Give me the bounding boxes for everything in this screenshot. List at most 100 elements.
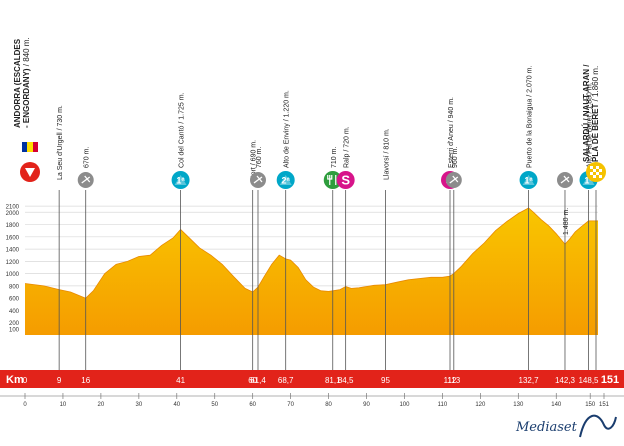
climb-icon-peak (279, 175, 292, 185)
finish-checker (590, 166, 593, 169)
waypoint-km-label: 81,1 (325, 376, 341, 385)
waypoint-km-label: 151 (601, 374, 619, 386)
sprint-icon-mark (449, 175, 459, 184)
waypoint-name-line: SALARDÚ / NAUT ARAN / (582, 64, 591, 162)
waypoint-sprint: 142,3 1.480 m. (555, 172, 576, 385)
waypoint-name-label: 1.480 m. (563, 208, 570, 235)
waypoint-name-height: / 1.860 m. (591, 66, 600, 102)
waypoint-name-label: Alto Plà de Beret / 1.880 m. (587, 82, 594, 168)
x-tick-label: 110 (438, 402, 448, 408)
x-tick-label: 50 (211, 402, 218, 408)
y-tick-label: 2000 (6, 211, 20, 217)
climb-icon-peak (174, 175, 187, 185)
x-tick-label: 130 (513, 402, 524, 408)
waypoint-name-label: 960 m. (452, 147, 459, 168)
waypoint-km-label: 61,4 (250, 376, 266, 385)
waypoint-km-label: 148,5 (578, 376, 599, 385)
waypoint-km-label: 132,7 (519, 376, 540, 385)
waypoint-climb: 41 1ª Col del Cantó / 1.725 m. (171, 92, 190, 385)
waypoint-name-label: Col del Cantó / 1.725 m. (179, 92, 186, 168)
climb-icon-peak (522, 175, 535, 185)
waypoint-km-label: 16 (81, 376, 90, 385)
waypoint-town: 60 Sort / 690 m. (248, 140, 257, 385)
waypoint-name-label: Sort / 690 m. (251, 140, 258, 180)
y-tick-label: 800 (9, 284, 20, 290)
waypoint-name-label: La Seu d'Urgell / 730 m. (57, 105, 64, 180)
climb-category-label: 1ª (584, 176, 593, 186)
waypoint-sprint: 61,4 760 m. (249, 147, 266, 385)
waypoint-sprint: 113 960 m. (445, 147, 462, 385)
waypoint-start: 0 ANDORRA (ESCALDES- ENGORDANY) / 840 m. (13, 37, 40, 385)
finish-checker (596, 166, 599, 169)
waypoint-name-label: Puerto de la Bonaigua / 2.070 m. (527, 66, 534, 168)
x-axis: 0 10 20 30 40 50 60 70 80 90 100 110 120 130 140 150 151 (23, 393, 610, 408)
watermark-text: Mediaset (515, 420, 578, 435)
waypoint-climb: 132,7 1ª Puerto de la Bonaigua / 2.070 m. (519, 66, 540, 385)
x-tick-label: 150 (585, 402, 596, 408)
x-tick-label: 0 (23, 402, 27, 408)
y-tick-label: 100 (9, 327, 20, 333)
special-sprint-letter: S (341, 173, 350, 188)
climb-icon (171, 171, 190, 189)
sprint-icon-mark (560, 175, 570, 184)
y-tick-label: 1000 (6, 272, 20, 278)
finish-checker (599, 175, 602, 178)
flag-stripe-red (33, 142, 38, 152)
climb-icon (276, 171, 295, 189)
waypoint-name-label: 670 m. (84, 147, 91, 168)
fork-knife-icon (327, 175, 337, 185)
waypoint-name-label: Esterri d'Aneu / 940 m. (448, 97, 455, 168)
x-tick-label: 40 (173, 402, 180, 408)
waypoint-km-label: 95 (381, 376, 390, 385)
waypoint-km-label: 60 (248, 376, 257, 385)
waypoint-name-line: ANDORRA (ESCALDES (13, 38, 22, 128)
start-arrow-icon (25, 168, 35, 177)
waypoint-sprint: 16 670 m. (77, 147, 94, 385)
y-tick-label: 2100 (6, 205, 20, 211)
y-tick-label: 1600 (6, 235, 20, 241)
profile-line (24, 207, 598, 299)
finish-checker (593, 169, 596, 172)
waypoint-special: 112SEsterri d'Aneu / 940 m. (441, 97, 460, 385)
y-tick-label: 1200 (6, 260, 20, 266)
y-tick-label: 1800 (6, 223, 20, 229)
waypoint-town: 9 La Seu d'Urgell / 730 m. (57, 105, 64, 385)
waypoint-name-height: / 840 m. (22, 37, 31, 66)
watermark-logo: Mediaset (514, 407, 618, 441)
waypoint-name-label: SALARDÚ / NAUT ARAN /PLA DE BERET / 1.86… (582, 64, 600, 162)
x-tick-label: 151 (599, 402, 610, 408)
x-tick-label: 80 (325, 402, 332, 408)
waypoint-name-label: Llavorsí / 810 m. (383, 128, 390, 180)
y-tick-label: 200 (9, 321, 20, 327)
x-tick-label: 30 (135, 402, 142, 408)
finish-checker (599, 169, 602, 172)
waypoint-km-label: 41 (176, 376, 185, 385)
waypoint-name-label: Ralp / 720 m. (344, 126, 351, 168)
profile-area (25, 208, 598, 335)
climb-category-label: 1ª (524, 176, 533, 186)
waypoint-name-line: PLA DE BERET / 1.860 m. (591, 66, 600, 162)
km-bar (0, 370, 624, 388)
x-tick-label: 70 (287, 402, 294, 408)
waypoint-town: 95 Llavorsí / 810 m. (381, 128, 390, 385)
waypoint-name-label: 710 m. (331, 147, 338, 168)
waypoint-km-label: 0 (23, 376, 28, 385)
y-tick-label: 400 (9, 309, 20, 315)
x-tick-label: 90 (363, 402, 370, 408)
finish-checker (590, 172, 593, 175)
climb-icon-peak (582, 175, 595, 185)
km-bar-label: Km (6, 374, 24, 386)
waypoint-km-label: 84,5 (338, 376, 354, 385)
waypoint-name-label: 760 m. (256, 147, 263, 168)
x-tick-label: 10 (60, 402, 67, 408)
waypoint-name-line: - ENGORDANY) / 840 m. (22, 37, 31, 128)
waypoint-name-label: ANDORRA (ESCALDES- ENGORDANY) / 840 m. (13, 37, 31, 128)
waypoint-km-label: 142,3 (555, 376, 576, 385)
waypoint-climb: 68,7 2ª Alto de Enviny / 1.220 m. (276, 90, 295, 385)
waypoint-finish: 151 SALARDÚ / NAUT ARAN /PLA DE BERET / 1… (582, 64, 619, 386)
waypoint-km-label: 112 (444, 376, 457, 385)
sprint-icon-mark (253, 175, 263, 184)
